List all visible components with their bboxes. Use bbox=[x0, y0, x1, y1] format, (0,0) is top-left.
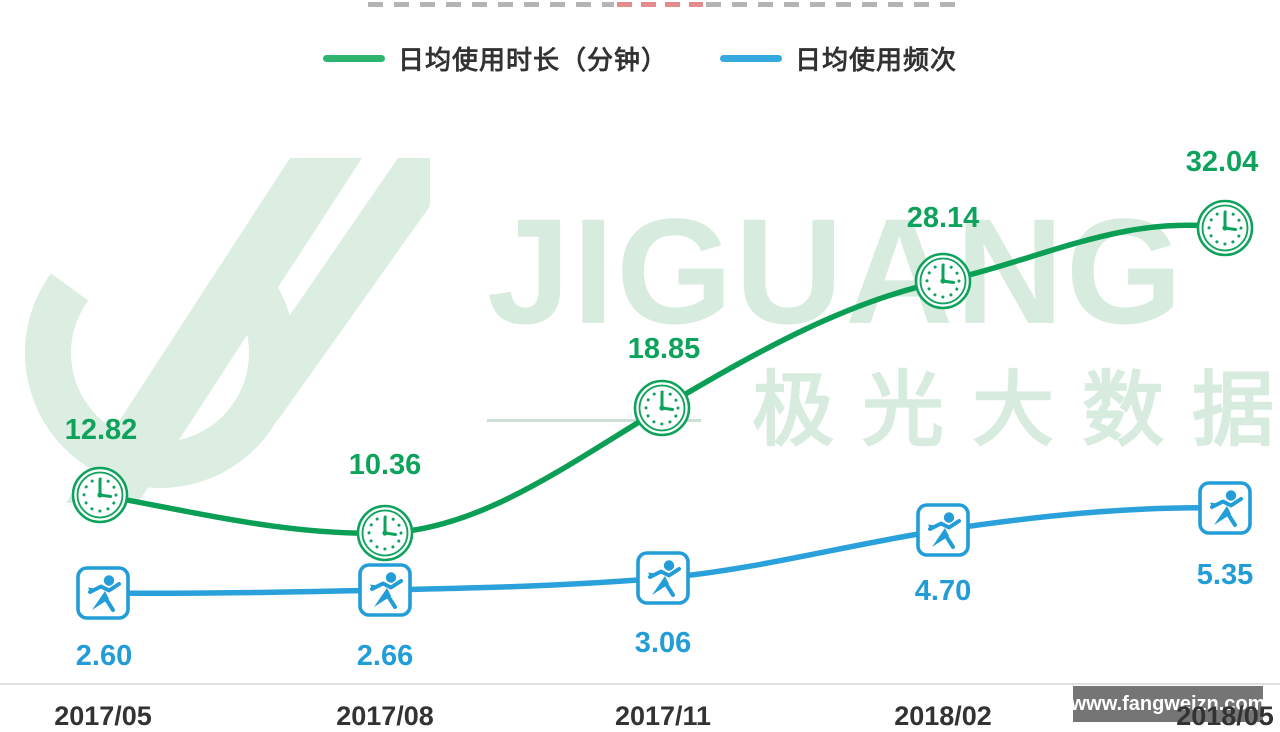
data-label-frequency-2: 2.66 bbox=[356, 640, 414, 672]
x-tick-2017-05: 2017/05 bbox=[54, 701, 152, 731]
legend-item-frequency: 日均使用频次 bbox=[720, 40, 957, 77]
data-label-duration-5: 32.04 bbox=[1185, 146, 1259, 178]
legend-label-frequency: 日均使用频次 bbox=[795, 45, 958, 75]
clock-marker-2017-11 bbox=[633, 379, 691, 437]
legend-label-duration: 日均使用时长（分钟） bbox=[397, 45, 668, 75]
runner-marker-2018-02 bbox=[916, 503, 970, 557]
x-tick-2017-08: 2017/08 bbox=[336, 701, 434, 731]
x-tick-2018-02: 2018/02 bbox=[894, 701, 992, 731]
site-watermark-box: www.fangweizn.com bbox=[1070, 686, 1266, 722]
legend: 日均使用时长（分钟） 日均使用频次 bbox=[0, 40, 1280, 77]
clock-marker-2017-08 bbox=[356, 504, 414, 562]
blue-line-swatch-icon bbox=[720, 55, 782, 62]
legend-item-duration: 日均使用时长（分钟） bbox=[322, 40, 668, 77]
clipped-title-remnant bbox=[0, 0, 1280, 9]
data-label-frequency-5: 5.35 bbox=[1196, 559, 1254, 591]
green-line-swatch-icon bbox=[322, 55, 385, 62]
data-label-frequency-3: 3.06 bbox=[634, 627, 692, 659]
data-label-duration-2: 10.36 bbox=[348, 449, 422, 481]
clock-marker-2017-05 bbox=[71, 466, 129, 524]
clipped-title-fragment bbox=[368, 2, 614, 7]
x-axis-line bbox=[0, 683, 1280, 685]
runner-marker-2017-05 bbox=[76, 566, 130, 620]
jiguang-logo-watermark bbox=[25, 158, 430, 503]
data-label-frequency-4: 4.70 bbox=[914, 575, 972, 607]
runner-marker-2018-05 bbox=[1198, 481, 1252, 535]
watermark-dash bbox=[487, 419, 701, 422]
clock-marker-2018-02 bbox=[914, 252, 972, 310]
data-label-duration-1: 12.82 bbox=[64, 414, 138, 446]
clipped-title-fragment bbox=[706, 2, 964, 7]
data-label-frequency-1: 2.60 bbox=[75, 640, 133, 672]
site-watermark-text: www.fangweizn.com bbox=[1070, 692, 1266, 715]
x-tick-2017-11: 2017/11 bbox=[614, 701, 712, 731]
line-duration bbox=[97, 222, 1228, 537]
data-label-duration-3: 18.85 bbox=[627, 333, 701, 365]
jiguang-brand-cn-watermark: 极光大数据 bbox=[752, 365, 1280, 456]
clock-marker-2018-05 bbox=[1196, 199, 1254, 257]
jiguang-brand-watermark: JIGUANG bbox=[487, 187, 1185, 355]
runner-marker-2017-08 bbox=[358, 563, 412, 617]
clipped-title-fragment-red bbox=[617, 2, 703, 7]
runner-marker-2017-11 bbox=[636, 551, 690, 605]
x-tick-2018-05: 2018/05 bbox=[1176, 701, 1274, 731]
data-label-duration-4: 28.14 bbox=[906, 202, 980, 234]
